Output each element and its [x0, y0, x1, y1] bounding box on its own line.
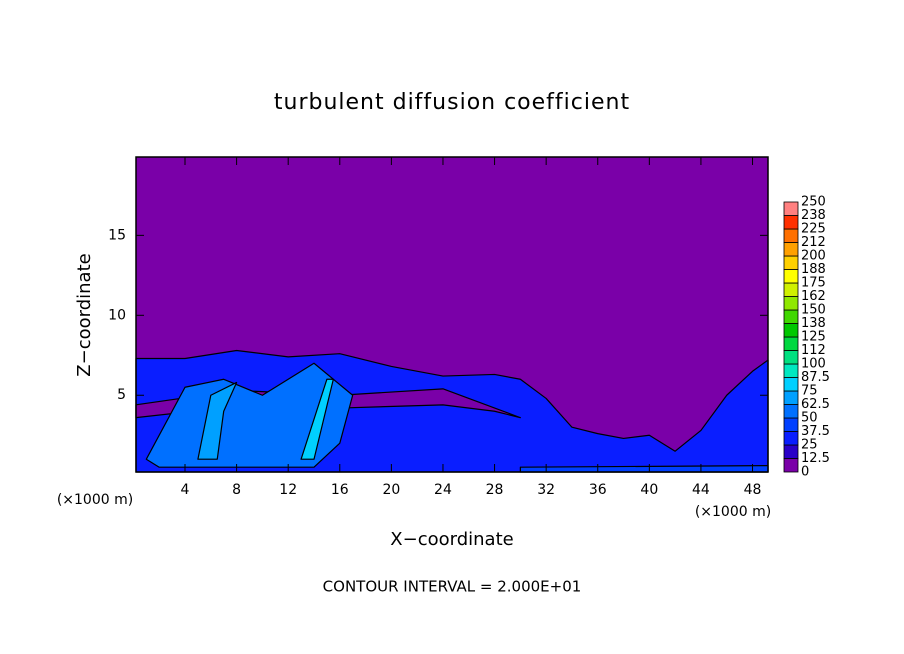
colorbar-label: 138: [801, 316, 826, 331]
colorbar-band: [783, 431, 799, 446]
colorbar-label: 150: [801, 303, 826, 318]
x-tick-label: 40: [640, 482, 658, 498]
colorbar-band: [783, 417, 799, 432]
x-tick-label: 24: [434, 482, 452, 498]
colorbar-band: [783, 350, 799, 365]
colorbar-label: 162: [801, 289, 826, 304]
x-tick-label: 28: [486, 482, 504, 498]
x-tick-label: 36: [589, 482, 607, 498]
colorbar-label: 225: [801, 222, 826, 237]
colorbar-label: 100: [801, 357, 826, 372]
colorbar-band: [783, 390, 799, 405]
colorbar-label: 50: [801, 411, 818, 426]
colorbar-band: [783, 458, 799, 473]
x-tick-label: 32: [537, 482, 555, 498]
colorbar-label: 175: [801, 276, 826, 291]
colorbar-label: 62.5: [801, 397, 830, 412]
colorbar-label: 25: [801, 438, 818, 453]
contour-region: [197, 381, 238, 460]
colorbar-band: [783, 323, 799, 338]
y-tick-label: 15: [108, 227, 126, 243]
x-tick-label: 16: [331, 482, 349, 498]
y-axis-label: Z−coordinate: [74, 253, 95, 376]
colorbar-band: [783, 255, 799, 270]
colorbar-band: [783, 444, 799, 459]
x-axis-label: X−coordinate: [390, 529, 513, 550]
y-tick-label: 10: [108, 307, 126, 323]
colorbar-label: 212: [801, 235, 826, 250]
contour-region: [519, 465, 769, 473]
contour-region: [300, 378, 334, 460]
colorbar-label: 0: [801, 465, 809, 480]
colorbar-label: 12.5: [801, 451, 830, 466]
chart-title: turbulent diffusion coefficient: [274, 90, 630, 115]
colorbar-label: 37.5: [801, 424, 830, 439]
colorbar-label: 250: [801, 195, 826, 210]
colorbar-label: 75: [801, 384, 818, 399]
contour-region: [145, 362, 354, 468]
x-tick-label: 12: [279, 482, 297, 498]
colorbar-band: [783, 404, 799, 419]
colorbar-band: [783, 377, 799, 392]
colorbar-label: 87.5: [801, 370, 830, 385]
colorbar-label: 200: [801, 249, 826, 264]
x-tick-label: 48: [744, 482, 762, 498]
x-unit-label: (×1000 m): [695, 504, 771, 520]
colorbar-band: [783, 215, 799, 230]
x-tick-label: 44: [692, 482, 710, 498]
colorbar-band: [783, 296, 799, 311]
colorbar-label: 188: [801, 262, 826, 277]
colorbar-band: [783, 269, 799, 284]
colorbar-label: 238: [801, 208, 826, 223]
colorbar-band: [783, 309, 799, 324]
contour-interval-note: CONTOUR INTERVAL = 2.000E+01: [323, 578, 582, 596]
colorbar-band: [783, 228, 799, 243]
plot-frame: [135, 156, 769, 473]
colorbar-band: [783, 363, 799, 378]
colorbar-label: 112: [801, 343, 826, 358]
colorbar-band: [783, 201, 799, 216]
x-tick-label: 4: [181, 482, 190, 498]
colorbar-band: [783, 336, 799, 351]
y-tick-label: 5: [117, 387, 126, 403]
x-tick-label: 20: [382, 482, 400, 498]
x-unit-label: (×1000 m): [57, 492, 133, 508]
colorbar-band: [783, 242, 799, 257]
x-tick-label: 8: [232, 482, 241, 498]
colorbar-label: 125: [801, 330, 826, 345]
colorbar-band: [783, 282, 799, 297]
